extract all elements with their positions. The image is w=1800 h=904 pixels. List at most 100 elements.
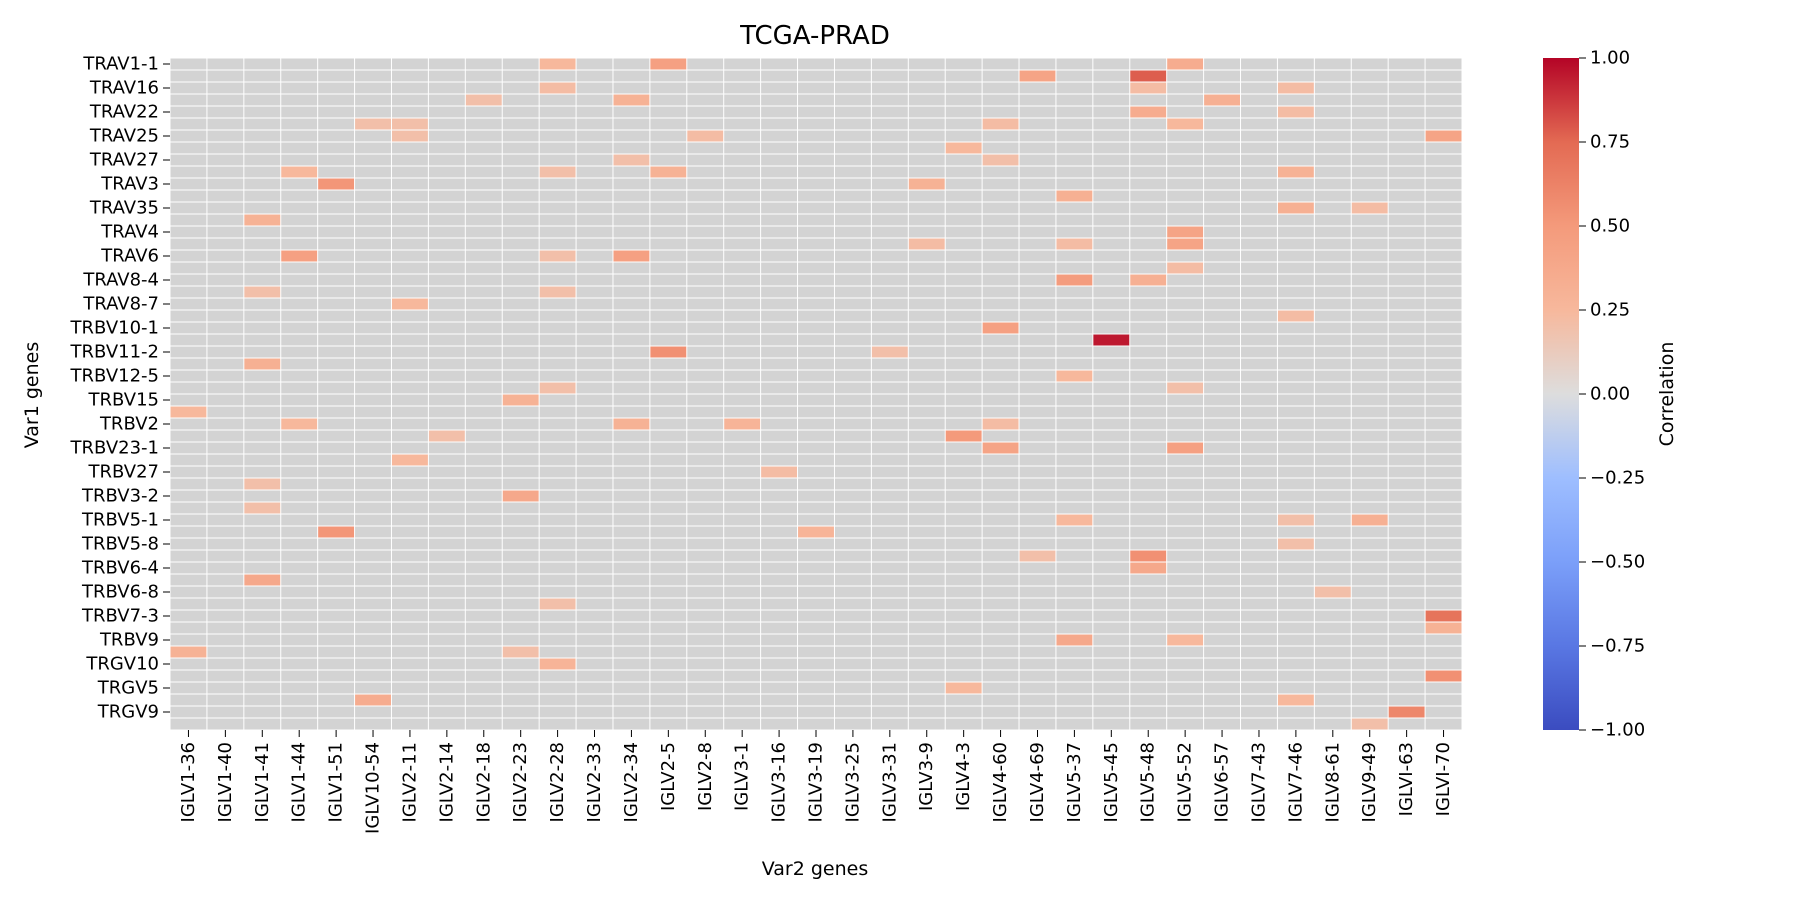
heatmap-cell bbox=[1203, 94, 1241, 106]
heatmap-cell bbox=[1351, 202, 1389, 214]
y-tick-label: TRAV8-7 bbox=[82, 294, 159, 315]
y-tick-label: TRBV7-3 bbox=[81, 606, 159, 627]
heatmap-cell bbox=[1425, 130, 1462, 142]
x-tick-label: IGLV3-25 bbox=[842, 742, 863, 822]
heatmap-cell bbox=[243, 502, 281, 514]
colorbar-label: Correlation bbox=[1656, 342, 1678, 447]
heatmap-cell bbox=[871, 346, 909, 358]
colorbar-tick-label: −0.50 bbox=[1590, 552, 1645, 573]
y-tick-label: TRAV25 bbox=[89, 126, 159, 147]
x-tick-label: IGLV2-33 bbox=[584, 742, 605, 822]
heatmap-cell bbox=[1166, 238, 1204, 250]
y-tick-label: TRAV3 bbox=[100, 174, 159, 195]
heatmap-cell bbox=[243, 574, 281, 586]
heatmap-cell bbox=[1166, 58, 1204, 70]
heatmap-cell bbox=[945, 430, 983, 442]
heatmap-cell bbox=[243, 358, 281, 370]
heatmap-cell bbox=[539, 58, 577, 70]
heatmap-cell bbox=[1277, 106, 1315, 118]
x-tick-label: IGLV3-31 bbox=[879, 742, 900, 822]
y-tick-label: TRBV9 bbox=[99, 630, 159, 651]
x-tick-label: IGLV4-69 bbox=[1027, 742, 1048, 822]
heatmap-cell bbox=[982, 442, 1020, 454]
x-tick-label: IGLV3-19 bbox=[806, 742, 827, 822]
y-tick-label: TRBV6-4 bbox=[81, 558, 159, 579]
heatmap-cell bbox=[1055, 190, 1093, 202]
heatmap-cell bbox=[982, 418, 1020, 430]
heatmap-cell bbox=[465, 94, 503, 106]
heatmap-cell bbox=[539, 598, 577, 610]
heatmap-cell bbox=[539, 658, 577, 670]
heatmap-cell bbox=[982, 154, 1020, 166]
y-tick-label: TRBV6-8 bbox=[81, 582, 159, 603]
heatmap-cell bbox=[539, 250, 577, 262]
plot-area bbox=[169, 57, 1463, 731]
x-tick-label: IGLV5-45 bbox=[1101, 742, 1122, 822]
heatmap-cell bbox=[760, 466, 798, 478]
x-tick-label: IGLV4-60 bbox=[990, 742, 1011, 822]
x-tick-label: IGLV1-44 bbox=[289, 742, 310, 822]
x-tick-label: IGLV1-51 bbox=[326, 742, 347, 822]
colorbar-tick-label: −1.00 bbox=[1590, 720, 1645, 741]
heatmap-cell bbox=[502, 490, 540, 502]
heatmap-cell bbox=[391, 454, 429, 466]
heatmap-cell bbox=[1129, 82, 1167, 94]
heatmap-cell bbox=[1425, 622, 1462, 634]
y-axis-label: Var1 genes bbox=[21, 342, 43, 449]
y-tick-label: TRAV6 bbox=[100, 246, 159, 267]
colorbar-tick-label: 0.75 bbox=[1590, 132, 1630, 153]
y-tick-label: TRAV22 bbox=[89, 102, 159, 123]
y-tick-label: TRBV2 bbox=[99, 414, 159, 435]
heatmap-cell bbox=[945, 142, 983, 154]
x-tick-label: IGLV2-34 bbox=[621, 742, 642, 822]
heatmap-cell bbox=[1055, 238, 1093, 250]
heatmap-cell bbox=[1314, 586, 1352, 598]
x-axis-label: Var2 genes bbox=[762, 858, 869, 880]
heatmap-cell bbox=[612, 94, 650, 106]
colorbar: 1.00 0.75 0.50 0.25 0.00 −0.25 −0.50 −0.75 −1.00… bbox=[1543, 48, 1678, 741]
heatmap-cell bbox=[1055, 634, 1093, 646]
heatmap-cell bbox=[1019, 550, 1056, 562]
x-tick-label: IGLV2-23 bbox=[510, 742, 531, 822]
heatmap-cell bbox=[1166, 226, 1204, 238]
x-tick-label: IGLV3-1 bbox=[732, 742, 753, 811]
heatmap-cell bbox=[1055, 274, 1093, 286]
x-tick-label: IGLV1-36 bbox=[178, 742, 199, 822]
heatmap-cell bbox=[908, 178, 946, 190]
heatmap-cell bbox=[243, 478, 281, 490]
heatmap-cell bbox=[1425, 670, 1462, 682]
heatmap-cell bbox=[170, 646, 207, 658]
heatmap-cell bbox=[280, 418, 318, 430]
heatmap-cell bbox=[1277, 166, 1315, 178]
y-tick-label: TRAV4 bbox=[100, 222, 159, 243]
heatmap-cell bbox=[391, 130, 429, 142]
colorbar-tick-label: 1.00 bbox=[1590, 48, 1630, 69]
heatmap-cell bbox=[391, 298, 429, 310]
x-tick-label: IGLV5-52 bbox=[1175, 742, 1196, 822]
x-tick-label: IGLV5-48 bbox=[1138, 742, 1159, 822]
x-tick-label: IGLV7-46 bbox=[1285, 742, 1306, 822]
heatmap-cell bbox=[982, 118, 1020, 130]
colorbar-ticks: 1.00 0.75 0.50 0.25 0.00 −0.25 −0.50 −0.75 −1.00 bbox=[1579, 48, 1645, 741]
heatmap-cell bbox=[1277, 514, 1315, 526]
y-tick-label: TRGV10 bbox=[85, 654, 159, 675]
heatmap-cell bbox=[1129, 562, 1167, 574]
heatmap-cell bbox=[243, 286, 281, 298]
heatmap-cell bbox=[502, 646, 540, 658]
y-tick-label: TRAV1-1 bbox=[82, 54, 159, 75]
heatmap-cell bbox=[945, 682, 983, 694]
x-tick-label: IGLV4-3 bbox=[953, 742, 974, 811]
x-axis-ticks: IGLV1-36 IGLV1-40 IGLV1-41 IGLV1-44 IGLV1-51… bbox=[178, 730, 1454, 834]
heatmap-cell bbox=[354, 118, 392, 130]
heatmap-cell bbox=[723, 418, 761, 430]
heatmap-cell bbox=[170, 406, 207, 418]
y-tick-label: TRBV10-1 bbox=[70, 318, 159, 339]
x-tick-label: IGLV3-16 bbox=[769, 742, 790, 822]
colorbar-gradient bbox=[1543, 58, 1579, 730]
heatmap-cell bbox=[1129, 70, 1167, 82]
heatmap-cell bbox=[428, 430, 466, 442]
x-tick-label: IGLV2-14 bbox=[436, 742, 457, 822]
heatmap-cell bbox=[649, 58, 687, 70]
